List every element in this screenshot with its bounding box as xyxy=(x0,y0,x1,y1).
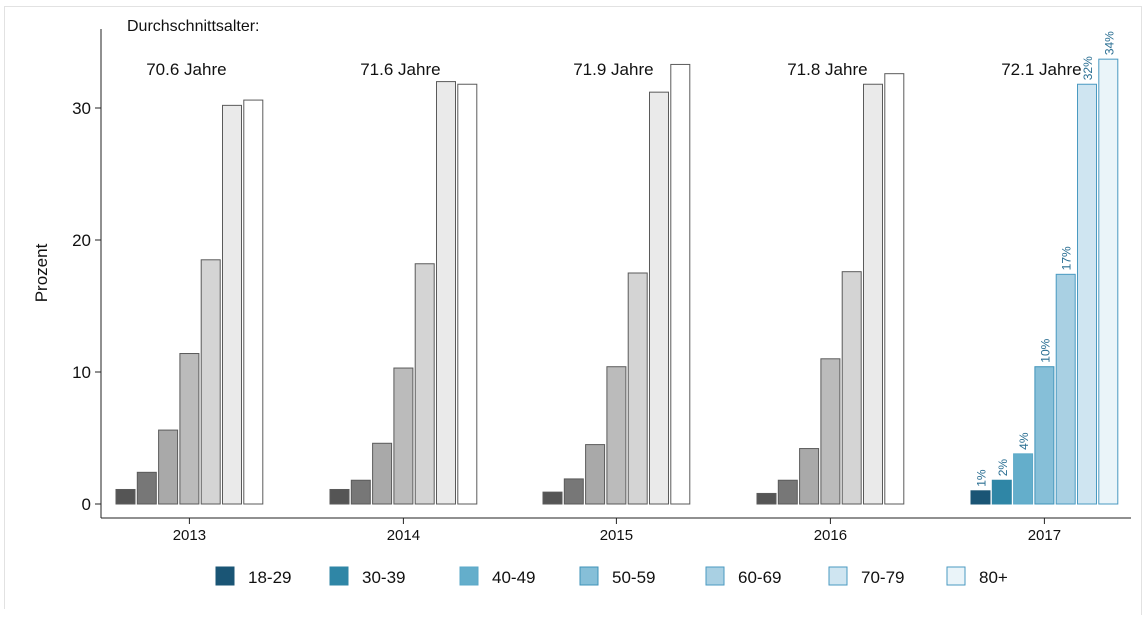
legend-label: 50-59 xyxy=(612,568,655,587)
bar-2017-80+ xyxy=(1098,58,1119,505)
bar-2013-40-49 xyxy=(158,429,179,505)
legend-swatch-60-69 xyxy=(705,566,725,586)
bar-2016-60-69 xyxy=(841,271,862,505)
bar-2014-70-79 xyxy=(436,81,456,505)
bar-2017-18-29 xyxy=(970,490,991,505)
bar-2013-18-29 xyxy=(115,488,136,505)
bar-2014-80+ xyxy=(457,83,478,505)
bar-2016-30-39 xyxy=(777,479,798,505)
legend: 18-29 30-39 40-49 50-59 60-69 70-79 80+ xyxy=(215,566,1008,587)
average-age-label: 71.6 Jahre xyxy=(360,60,440,79)
x-tick-label: 2017 xyxy=(1028,527,1061,544)
bar-2017-60-69 xyxy=(1055,273,1076,505)
bars xyxy=(115,58,1119,505)
legend-label: 40-49 xyxy=(492,568,535,587)
annotation-title: Durchschnittsalter: xyxy=(127,18,260,35)
x-tick-label: 2014 xyxy=(387,527,420,544)
bar-2014-40-49 xyxy=(372,442,393,505)
bar-2015-50-59 xyxy=(606,366,627,505)
y-tick-label: 0 xyxy=(82,495,91,514)
y-tick-label: 10 xyxy=(72,363,91,382)
average-age-label: 70.6 Jahre xyxy=(146,60,226,79)
data-label-2017: 10% xyxy=(1038,338,1052,362)
bar-2016-50-59 xyxy=(820,358,841,505)
data-label-2017: 34% xyxy=(1102,31,1116,55)
bar-2016-80+ xyxy=(884,73,905,505)
legend-swatch-80+ xyxy=(946,566,966,586)
bar-2016-40-49 xyxy=(799,448,820,505)
legend-label: 80+ xyxy=(979,568,1008,587)
legend-swatch-40-49 xyxy=(459,566,479,586)
chart-frame-left xyxy=(4,6,5,609)
bar-2017-30-39 xyxy=(991,479,1012,505)
bar-2014-60-69 xyxy=(414,263,435,505)
bar-2015-18-29 xyxy=(542,491,563,505)
bar-2013-30-39 xyxy=(136,471,157,505)
bar-2015-80+ xyxy=(670,63,691,505)
x-tick-label: 2013 xyxy=(173,527,206,544)
legend-label: 30-39 xyxy=(362,568,405,587)
y-axis-label: Prozent xyxy=(32,243,51,302)
average-age-label: 72.1 Jahre xyxy=(1001,60,1081,79)
x-tick-label: 2015 xyxy=(600,527,633,544)
chart-frame xyxy=(4,6,1142,615)
bar-2016-18-29 xyxy=(756,492,777,505)
bar-2013-70-79 xyxy=(222,104,242,505)
labels: 70.6 Jahre 71.6 Jahre 71.9 Jahre 71.8 Jahre… xyxy=(146,31,1116,487)
data-label-2017: 4% xyxy=(1017,432,1031,450)
legend-label: 18-29 xyxy=(248,568,291,587)
bar-2015-60-69 xyxy=(627,272,648,505)
legend-label: 70-79 xyxy=(861,568,904,587)
bar-2017-50-59 xyxy=(1034,366,1055,505)
bar-2013-50-59 xyxy=(179,353,200,505)
bar-2014-30-39 xyxy=(350,479,371,505)
legend-swatch-30-39 xyxy=(329,566,349,586)
bar-2013-60-69 xyxy=(200,259,221,505)
bar-2015-70-79 xyxy=(649,91,669,505)
bar-2013-80+ xyxy=(243,99,264,505)
bar-2014-18-29 xyxy=(329,488,350,505)
data-label-2017: 1% xyxy=(975,469,989,487)
data-label-2017: 17% xyxy=(1060,246,1074,270)
y-tick-label: 20 xyxy=(72,231,91,250)
data-label-2017: 2% xyxy=(996,459,1010,477)
legend-label: 60-69 xyxy=(738,568,781,587)
legend-swatch-18-29 xyxy=(215,566,235,586)
bar-2015-30-39 xyxy=(563,478,584,505)
bar-2016-70-79 xyxy=(863,83,883,505)
bar-2015-40-49 xyxy=(585,444,606,505)
average-age-label: 71.9 Jahre xyxy=(573,60,653,79)
average-age-label: 71.8 Jahre xyxy=(787,60,867,79)
data-label-2017: 32% xyxy=(1081,56,1095,80)
legend-swatch-70-79 xyxy=(828,566,848,586)
x-tick-label: 2016 xyxy=(814,527,847,544)
bar-2017-70-79 xyxy=(1077,83,1097,505)
legend-swatch-50-59 xyxy=(579,566,599,586)
bar-2017-40-49 xyxy=(1013,453,1034,505)
bar-2014-50-59 xyxy=(393,367,414,505)
y-tick-label: 30 xyxy=(72,99,91,118)
axes: 0 10 20 30 2013 2014 2015 2016 2017 xyxy=(72,29,1131,544)
